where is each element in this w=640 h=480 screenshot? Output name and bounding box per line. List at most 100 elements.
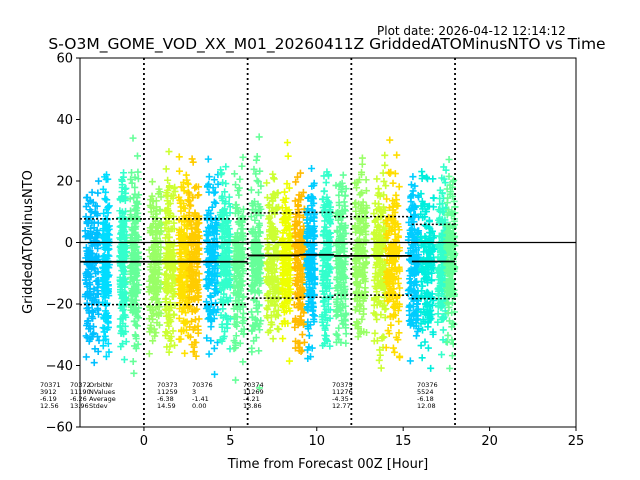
orbit-stat-value: 11259 [157,388,178,396]
scatter-point [181,297,189,305]
scatter-point [446,364,454,372]
scatter-point [127,175,135,183]
scatter-point [437,250,445,258]
scatter-point [217,286,225,294]
scatter-point [176,250,184,258]
scatter-point [447,247,455,255]
scatter-point [86,206,94,214]
scatter-point [353,318,361,326]
scatter-point [194,293,202,301]
scatter-point [281,188,289,196]
scatter-point [224,297,232,305]
scatter-point [391,208,399,216]
scatter-point [419,205,427,213]
scatter-point [129,252,137,260]
scatter-point [150,325,158,333]
scatter-point [418,354,426,362]
orbit-stat-value: 13.86 [243,402,262,410]
scatter-point [382,305,390,313]
scatter-point [285,235,293,243]
scatter-point [91,264,99,272]
scatter-point [169,327,177,335]
scatter-point [293,222,301,230]
scatter-point [252,170,260,178]
scatter-point [445,275,453,283]
scatter-point [361,260,369,268]
scatter-point [117,246,125,254]
scatter-point [182,171,190,179]
scatter-point [417,190,425,198]
scatter-point [325,252,333,260]
scatter-column [263,170,283,343]
scatter-point [189,295,197,303]
scatter-point [377,311,385,319]
scatter-point [133,152,141,160]
orbit-stat-value: 11276 [332,388,353,396]
scatter-point [379,333,387,341]
scatter-point [255,384,263,392]
scatter-point [321,256,329,264]
scatter-point [94,189,102,197]
scatter-point [263,194,271,202]
scatter-point [208,279,216,287]
scatter-point [268,257,276,265]
scatter-point [404,290,412,298]
scatter-point [448,299,456,307]
scatter-point [304,355,312,363]
scatter-point [390,219,398,227]
scatter-point [251,279,259,287]
scatter-point [162,218,170,226]
scatter-point [270,175,278,183]
scatter-point [324,172,332,180]
scatter-point [81,276,89,284]
scatter-point [252,208,260,216]
scatter-point [304,225,312,233]
scatter-point [153,223,161,231]
scatter-point [188,307,196,315]
scatter-point [335,324,343,332]
scatter-point [407,181,415,189]
scatter-point [212,199,220,207]
scatter-point [254,308,262,316]
scatter-point [180,187,188,195]
scatter-point [382,245,390,253]
y-axis-label: GriddedATOMinusNTO [21,170,36,314]
scatter-point [122,313,130,321]
scatter-point [374,222,382,230]
scatter-point [188,341,196,349]
scatter-point [93,210,101,218]
orbit-stat-value: 12.08 [417,402,436,410]
scatter-point [157,250,165,258]
scatter-point [280,298,288,306]
scatter-point [131,183,139,191]
scatter-point [370,228,378,236]
scatter-point [165,214,173,222]
scatter-point [381,314,389,322]
scatter-point [376,263,384,271]
scatter-point [85,337,93,345]
x-axis-label: Time from Forecast 00Z [Hour] [227,457,429,472]
scatter-point [406,285,414,293]
scatter-point [100,210,108,218]
scatter-point [207,316,215,324]
scatter-point [359,217,367,225]
scatter-point [441,179,449,187]
scatter-point [194,183,202,191]
scatter-point [419,316,427,324]
scatter-point [180,317,188,325]
scatter-point [281,320,289,328]
scatter-point [285,285,293,293]
scatter-point [164,207,172,215]
scatter-point [192,352,200,360]
scatter-point [99,231,107,239]
scatter-point [208,228,216,236]
scatter-point [391,348,399,356]
scatter-point [418,197,426,205]
scatter-point [282,266,290,274]
scatter-point [83,194,91,202]
scatter-point [268,321,276,329]
scatter-point [297,347,305,355]
y-tick-label: −40 [46,359,73,374]
scatter-point [297,316,305,324]
scatter-point [105,348,113,356]
